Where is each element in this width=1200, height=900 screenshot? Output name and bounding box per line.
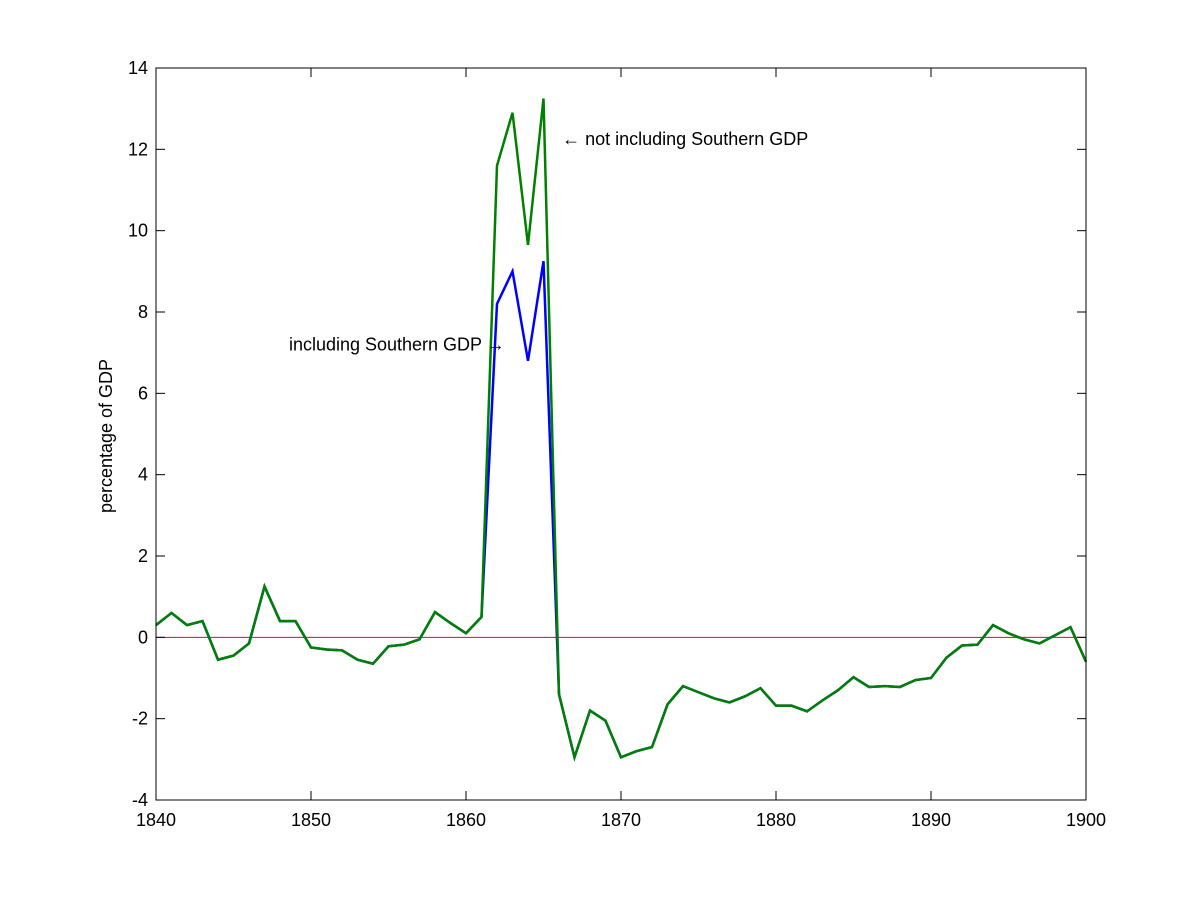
x-tick-label-1870: 1870 xyxy=(601,810,641,830)
y-axis-label: percentage of GDP xyxy=(96,359,116,513)
plot-area xyxy=(156,68,1086,800)
y-tick-label-4: 4 xyxy=(138,465,148,485)
x-tick-label-1900: 1900 xyxy=(1066,810,1106,830)
y-tick-label-0: 0 xyxy=(138,627,148,647)
y-tick-label-14: 14 xyxy=(128,58,148,78)
series-group xyxy=(155,98,1088,762)
series-line-2 xyxy=(155,98,1088,762)
y-tick-label--4: -4 xyxy=(132,790,148,810)
x-tick-label-1850: 1850 xyxy=(291,810,331,830)
y-tick-label--2: -2 xyxy=(132,709,148,729)
y-tick-label-10: 10 xyxy=(128,221,148,241)
plot-background xyxy=(156,68,1086,800)
x-tick-label-1890: 1890 xyxy=(911,810,951,830)
ticks-group: 1840 1850 1860 1870 1880 1890 1900 -4 -2 0 2 4 6 8 10 1… xyxy=(128,58,1106,830)
annotation-2: including Southern GDP → xyxy=(289,335,505,355)
annotation-1: ← not including Southern GDP xyxy=(562,129,808,149)
x-tick-label-1880: 1880 xyxy=(756,810,796,830)
y-tick-label-6: 6 xyxy=(138,383,148,403)
annotations-group: ← not including Southern GDP including So… xyxy=(289,129,808,354)
y-tick-label-2: 2 xyxy=(138,546,148,566)
y-tick-label-8: 8 xyxy=(138,302,148,322)
x-tick-label-1840: 1840 xyxy=(136,810,176,830)
x-tick-label-1860: 1860 xyxy=(446,810,486,830)
y-tick-label-12: 12 xyxy=(128,139,148,159)
